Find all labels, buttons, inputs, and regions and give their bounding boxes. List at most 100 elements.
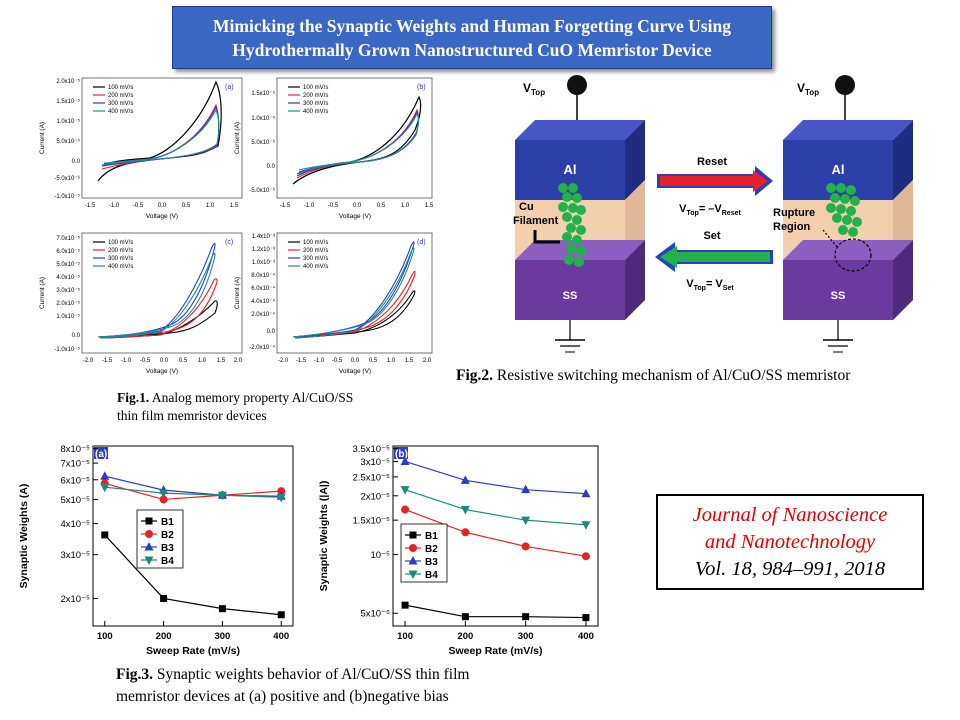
svg-text:0.0: 0.0 bbox=[72, 159, 81, 165]
x-axis-label: Sweep Rate (mV/s) bbox=[146, 645, 240, 657]
svg-text:5.0x10⁻⁵: 5.0x10⁻⁵ bbox=[56, 261, 80, 268]
ruptured-filament-dots bbox=[826, 183, 862, 237]
x-tick-label: 300 bbox=[214, 631, 230, 642]
x-tick-label: 100 bbox=[397, 631, 413, 642]
svg-text:-0.5: -0.5 bbox=[133, 203, 144, 209]
x-tick-label: 400 bbox=[578, 631, 594, 642]
fig3-caption-line-2: memristor devices at (a) positive and (b… bbox=[116, 688, 449, 705]
panel-label-bg bbox=[394, 447, 408, 459]
panel-c-xticks: -2.0 -1.5 -1.0 -0.5 0.0 0.5 1.0 1.5 2.0 bbox=[83, 358, 243, 364]
legend-label-B3: B3 bbox=[425, 557, 438, 568]
rupture-label-1: Rupture bbox=[773, 207, 815, 219]
x-tick-label: 300 bbox=[518, 631, 534, 642]
legend-label-B2: B2 bbox=[425, 544, 438, 555]
svg-text:200 mV/s: 200 mV/s bbox=[108, 93, 133, 99]
rupture-region-ellipse bbox=[834, 238, 872, 272]
set-equation: VTop= VSet bbox=[686, 278, 734, 292]
vtop-right: VTop bbox=[797, 81, 819, 97]
device-set-state: VTop Al SS Cu Filament bbox=[513, 75, 645, 353]
svg-text:300 mV/s: 300 mV/s bbox=[108, 101, 133, 107]
y-tick-label: 2x10⁻⁵ bbox=[360, 491, 390, 502]
svg-text:2.0x10⁻⁴: 2.0x10⁻⁴ bbox=[251, 311, 275, 318]
svg-text:4.0x10⁻⁴: 4.0x10⁻⁴ bbox=[251, 298, 275, 305]
series-line-B3 bbox=[404, 460, 586, 495]
point-B2 bbox=[461, 528, 470, 537]
panel-c-yticks: 7.0x10⁻⁵ 6.0x10⁻⁵ 5.0x10⁻⁵ 4.0x10⁻⁵ 3.0x… bbox=[54, 235, 80, 353]
y-tick-label: 3x10⁻⁵ bbox=[360, 457, 390, 468]
layer-ss-left: SS bbox=[563, 290, 578, 302]
svg-text:200 mV/s: 200 mV/s bbox=[303, 248, 328, 254]
panel-c-label: (c) bbox=[225, 239, 233, 246]
panel-c-ylabel: Current (A) bbox=[39, 277, 46, 309]
filament-label-2: Filament bbox=[513, 215, 559, 227]
plot-frame bbox=[92, 445, 294, 627]
svg-text:-1.0: -1.0 bbox=[109, 203, 120, 209]
svg-text:400 mV/s: 400 mV/s bbox=[108, 109, 133, 115]
panel-d-xlabel: Voltage (V) bbox=[339, 368, 371, 375]
svg-text:1.0: 1.0 bbox=[206, 203, 215, 209]
point-B3 bbox=[581, 488, 591, 498]
point-B2 bbox=[401, 505, 410, 514]
rupture-label-2: Region bbox=[773, 221, 811, 233]
series-line-B1 bbox=[104, 534, 282, 616]
svg-text:1.0x10⁻⁵: 1.0x10⁻⁵ bbox=[56, 118, 80, 125]
panel-b-label: (b) bbox=[417, 84, 426, 91]
point-B3 bbox=[521, 484, 531, 494]
point-B1 bbox=[401, 601, 409, 609]
y-tick-label: 10⁻⁵ bbox=[370, 550, 390, 561]
fig3-chart-a: (a) 8x10⁻⁵ 7x10⁻⁵ 6x10⁻⁵ 5x10⁻⁵ 4x10⁻⁵ 3x10⁻⁵ 2… bbox=[18, 444, 294, 657]
point-B1 bbox=[101, 531, 109, 539]
set-arrow bbox=[655, 242, 773, 272]
svg-text:1.2x10⁻³: 1.2x10⁻³ bbox=[252, 247, 275, 253]
svg-text:8.0x10⁻⁴: 8.0x10⁻⁴ bbox=[251, 272, 275, 279]
svg-text:4.0x10⁻⁵: 4.0x10⁻⁵ bbox=[56, 274, 80, 281]
reset-label: Reset bbox=[697, 156, 727, 168]
panel-c-curves bbox=[97, 242, 218, 339]
y-tick-label: 4x10⁻⁵ bbox=[60, 519, 90, 530]
y-tick-label: 2x10⁻⁵ bbox=[60, 594, 90, 605]
fig2-schematic: VTop Al SS Cu Filament R bbox=[513, 75, 913, 353]
legend-box bbox=[136, 509, 184, 569]
svg-text:-1.0: -1.0 bbox=[304, 203, 315, 209]
fig3-caption-line-1: Synaptic weights behavior of Al/CuO/SS t… bbox=[153, 666, 470, 683]
point-B4 bbox=[521, 516, 531, 526]
svg-text:-1.0: -1.0 bbox=[314, 358, 325, 364]
panel-a-yticks: 2.0x10⁻⁵ 1.5x10⁻⁵ 1.0x10⁻⁵ 5.0x10⁻⁶ 0.0 … bbox=[54, 78, 80, 200]
point-B1 bbox=[277, 611, 285, 619]
fig2-caption: Fig.2. Resistive switching mechanism of … bbox=[456, 367, 850, 385]
panel-label-bg bbox=[94, 447, 108, 459]
point-B1 bbox=[218, 605, 226, 613]
svg-text:-0.5: -0.5 bbox=[328, 203, 339, 209]
svg-text:0.0: 0.0 bbox=[267, 329, 276, 335]
svg-text:200 mV/s: 200 mV/s bbox=[303, 93, 328, 99]
point-B3 bbox=[400, 456, 410, 465]
svg-text:0.5: 0.5 bbox=[369, 358, 378, 364]
svg-text:-5.0x10⁻⁶: -5.0x10⁻⁶ bbox=[249, 187, 275, 194]
panel-d-label: (d) bbox=[417, 239, 426, 246]
panel-c-frame bbox=[81, 232, 243, 354]
svg-text:400 mV/s: 400 mV/s bbox=[108, 264, 133, 270]
panel-a-xlabel: Voltage (V) bbox=[146, 213, 178, 220]
panel-d-xticks: -2.0 -1.5 -1.0 -0.5 0.0 0.5 1.0 1.5 2.0 bbox=[278, 358, 432, 364]
legend-marker-B4 bbox=[144, 556, 154, 565]
fig1-caption-line-2: thin film memristor devices bbox=[117, 408, 267, 423]
series-line-B2 bbox=[404, 508, 587, 557]
svg-text:1.5x10⁻⁵: 1.5x10⁻⁵ bbox=[251, 90, 275, 97]
layer-al-left: Al bbox=[564, 162, 577, 177]
point-B4 bbox=[460, 506, 470, 515]
fig2-caption-label: Fig.2. bbox=[456, 367, 494, 384]
panel-a-label: (a) bbox=[225, 84, 234, 91]
svg-text:-1.0x10⁻⁵: -1.0x10⁻⁵ bbox=[54, 346, 80, 353]
panel-b-frame bbox=[276, 77, 433, 199]
svg-text:1.0x10⁻⁵: 1.0x10⁻⁵ bbox=[251, 115, 275, 122]
point-B4 bbox=[276, 493, 286, 503]
y-tick-label: 5x10⁻⁶ bbox=[360, 609, 390, 620]
legend-marker-B1 bbox=[145, 517, 153, 525]
layer-al-right: Al bbox=[832, 162, 845, 177]
journal-name-line-1: Journal of Nanoscience bbox=[692, 504, 888, 526]
legend-label-B4: B4 bbox=[425, 570, 438, 581]
legend-marker-B4 bbox=[408, 570, 418, 579]
panel-a-legend: 100 mV/s 200 mV/s 300 mV/s 400 mV/s bbox=[93, 85, 133, 115]
fig1-panel-b: (b) 1.5x10⁻⁵ 1.0x10⁻⁵ 5.0x10⁻⁶ 0.0 -5.0x… bbox=[234, 77, 434, 220]
fig3-chart-b: (b) 3.5x10⁻⁵ 3x10⁻⁵ 2.5x10⁻⁵ 2x10⁻⁵ 1.5x10⁻⁵ 1… bbox=[318, 444, 599, 657]
